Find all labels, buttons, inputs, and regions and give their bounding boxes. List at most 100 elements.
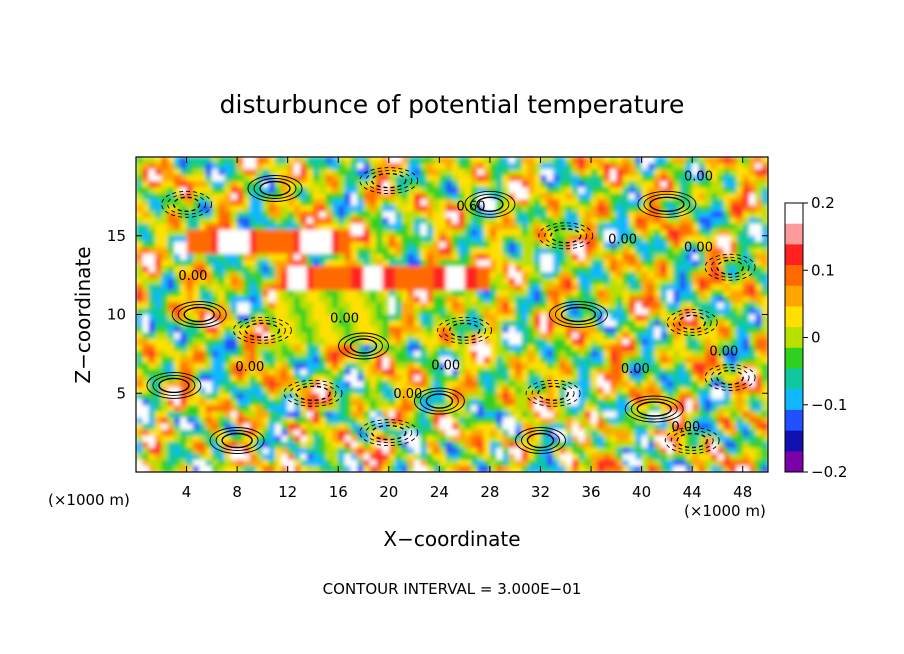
heatmap-cell <box>338 181 346 188</box>
heatmap-cell <box>331 393 339 400</box>
heatmap-cell <box>616 290 624 297</box>
heatmap-cell <box>312 447 320 455</box>
heatmap-cell <box>237 259 245 267</box>
heatmap-cell <box>641 344 649 352</box>
heatmap-cell <box>388 375 396 382</box>
heatmap-cell <box>578 169 586 176</box>
heatmap-cell <box>458 362 466 370</box>
heatmap-cell <box>268 302 276 310</box>
heatmap-cell <box>452 362 459 370</box>
heatmap-cell <box>180 163 188 170</box>
heatmap-cell <box>192 278 200 285</box>
heatmap-cell <box>433 296 440 303</box>
heatmap-cell <box>268 296 276 303</box>
heatmap-cell <box>281 326 289 334</box>
heatmap-cell <box>464 405 472 413</box>
heatmap-cell <box>420 411 428 419</box>
heatmap-cell <box>439 247 447 255</box>
heatmap-cell <box>369 157 377 164</box>
heatmap-cell <box>420 290 428 297</box>
heatmap-cell <box>578 332 586 340</box>
heatmap-cell <box>723 320 731 328</box>
heatmap-cell <box>388 350 396 358</box>
heatmap-cell <box>281 405 289 413</box>
heatmap-cell <box>445 356 453 364</box>
heatmap-cell <box>610 223 617 231</box>
heatmap-cell <box>382 272 390 279</box>
heatmap-cell <box>142 259 150 267</box>
heatmap-cell <box>338 399 346 406</box>
heatmap-cell <box>167 405 175 413</box>
heatmap-cell <box>679 302 687 310</box>
heatmap-cell <box>540 387 548 394</box>
heatmap-cell <box>730 284 737 291</box>
heatmap-cell <box>635 459 643 467</box>
heatmap-cell <box>489 405 497 413</box>
heatmap-cell <box>616 193 624 201</box>
heatmap-cell <box>344 320 352 328</box>
heatmap-cell <box>673 266 681 273</box>
heatmap-cell <box>256 465 263 472</box>
heatmap-cell <box>154 169 162 176</box>
heatmap-cell <box>414 229 421 237</box>
heatmap-cell <box>300 405 308 413</box>
heatmap-cell <box>180 169 188 176</box>
heatmap-cell <box>679 235 687 243</box>
heatmap-cell <box>452 411 459 419</box>
heatmap-cell <box>331 163 339 170</box>
heatmap-cell <box>205 272 213 279</box>
heatmap-cell <box>161 362 169 370</box>
heatmap-cell <box>407 411 415 419</box>
heatmap-cell <box>407 447 415 455</box>
heatmap-cell <box>426 350 434 358</box>
heatmap-cell <box>647 387 655 394</box>
heatmap-cell <box>192 302 200 310</box>
heatmap-cell <box>666 320 674 328</box>
heatmap-cell <box>565 314 573 322</box>
heatmap-cell <box>496 362 504 370</box>
heatmap-cell <box>521 157 529 164</box>
heatmap-cell <box>205 163 213 170</box>
heatmap-cell <box>331 381 339 388</box>
heatmap-cell <box>483 199 491 207</box>
heatmap-cell <box>736 296 744 303</box>
heatmap-cell <box>407 235 415 243</box>
heatmap-cell <box>211 465 219 472</box>
heatmap-cell <box>610 247 617 255</box>
heatmap-cell <box>717 338 725 346</box>
heatmap-cell <box>489 272 497 279</box>
heatmap-cell <box>300 169 308 176</box>
heatmap-cell <box>616 235 624 243</box>
heatmap-cell <box>723 350 731 358</box>
heatmap-cell <box>142 272 150 279</box>
heatmap-cell <box>647 459 655 467</box>
heatmap-cell <box>635 411 643 419</box>
heatmap-cell <box>445 411 453 419</box>
heatmap-cell <box>610 417 617 425</box>
heatmap-cell <box>685 211 693 219</box>
heatmap-cell <box>306 320 314 328</box>
heatmap-cell <box>521 417 529 425</box>
heatmap-cell <box>249 217 257 225</box>
heatmap-cell <box>382 284 390 291</box>
heatmap-cell <box>426 320 434 328</box>
heatmap-cell <box>679 362 687 370</box>
heatmap-cell <box>414 320 421 328</box>
heatmap-cell <box>628 296 636 303</box>
heatmap-cell <box>540 459 548 467</box>
heatmap-cell <box>692 290 700 297</box>
heatmap-cell <box>338 169 346 176</box>
heatmap-cell <box>420 211 428 219</box>
heatmap-cell <box>603 187 611 194</box>
heatmap-cell <box>186 423 194 431</box>
heatmap-cell <box>742 157 750 164</box>
heatmap-cell <box>243 369 251 376</box>
heatmap-cell <box>173 332 181 340</box>
heatmap-cell <box>300 193 308 201</box>
heatmap-cell <box>578 247 586 255</box>
heatmap-cell <box>698 253 706 261</box>
heatmap-cell <box>154 247 162 255</box>
heatmap-cell <box>230 405 238 413</box>
heatmap-cell <box>249 272 257 279</box>
heatmap-cell <box>597 344 605 352</box>
